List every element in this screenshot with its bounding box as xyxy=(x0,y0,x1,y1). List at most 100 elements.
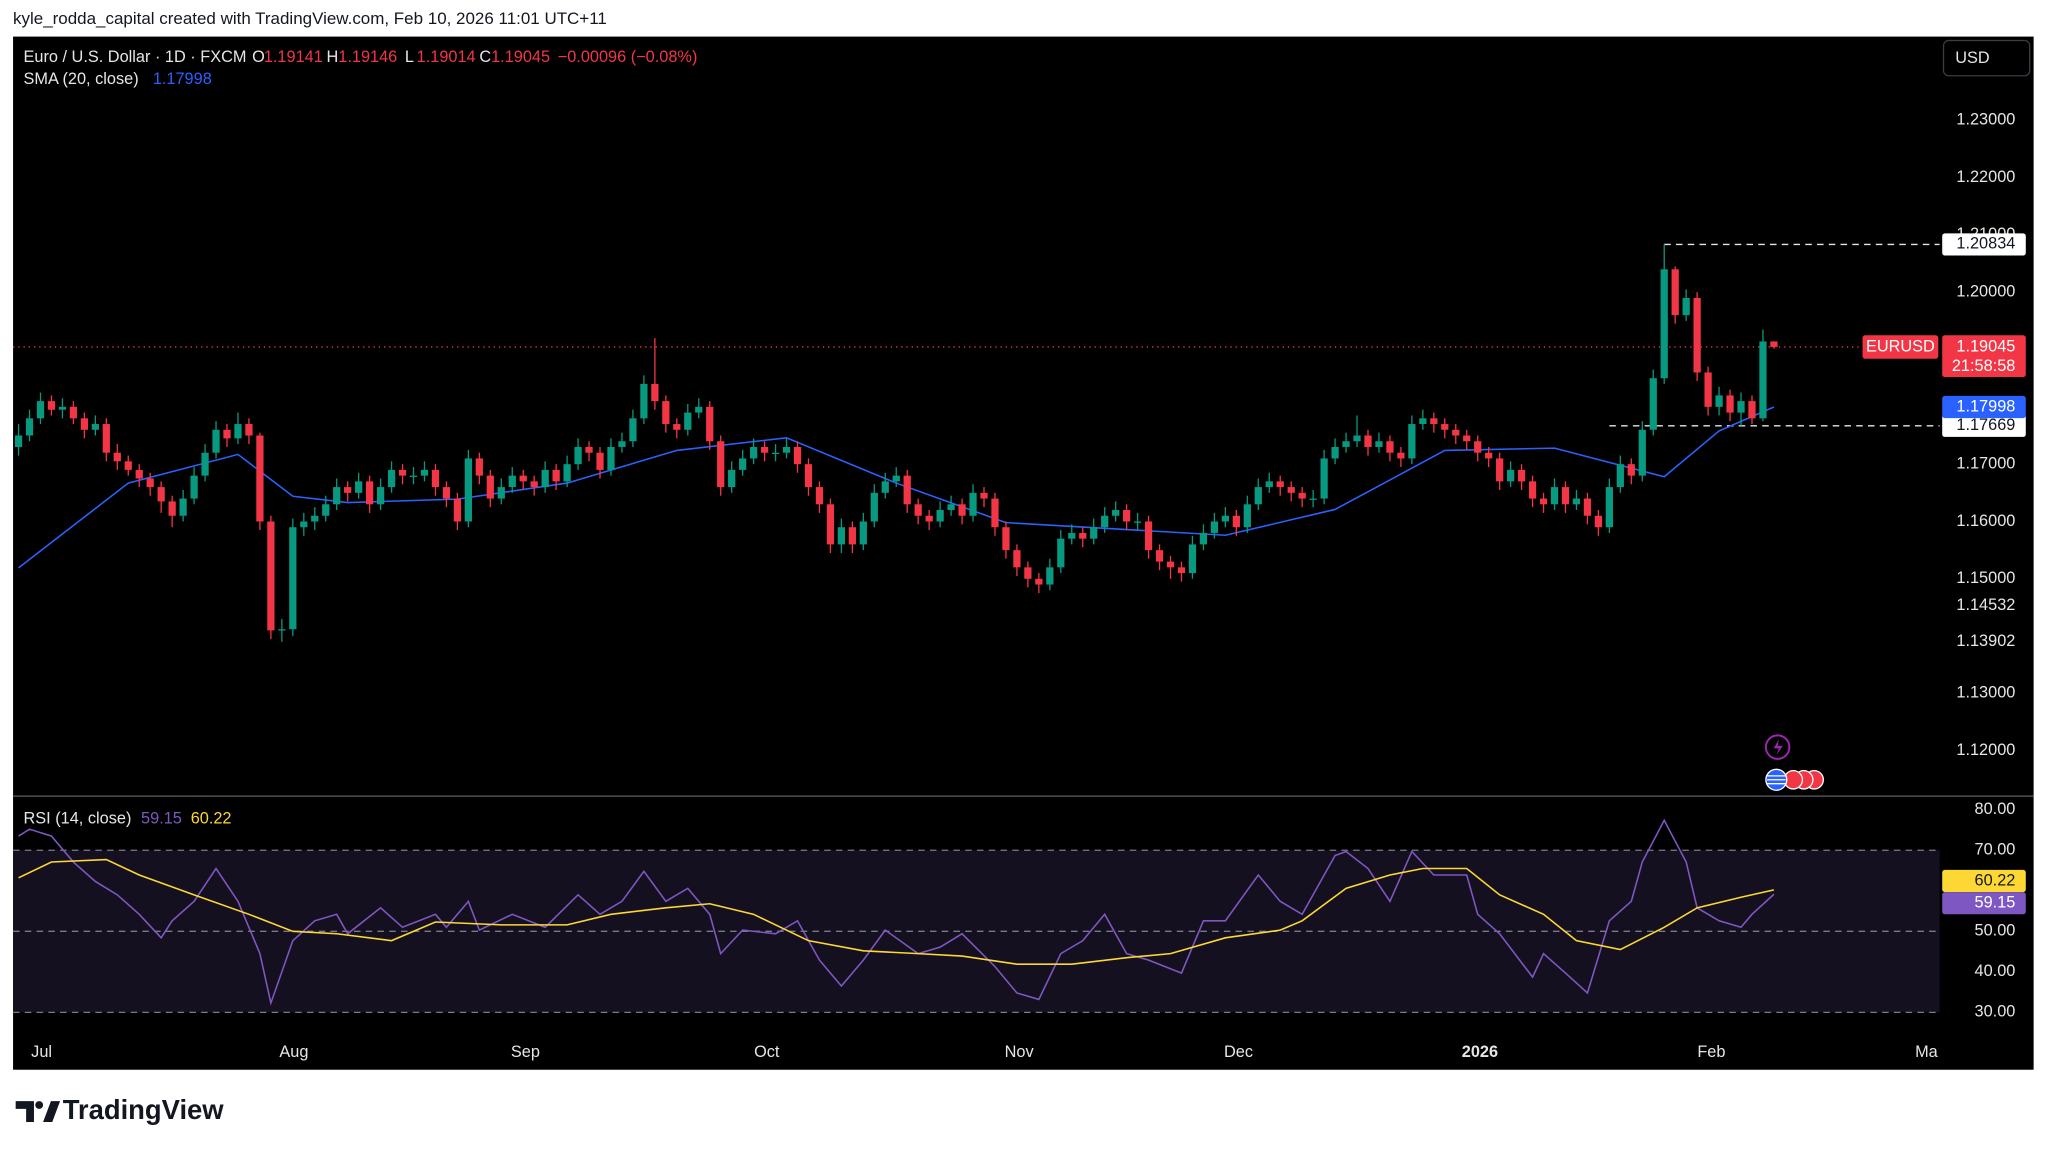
candle-body xyxy=(486,475,494,499)
candle-body xyxy=(991,498,999,528)
candle-body xyxy=(771,452,780,455)
sma-label-box xyxy=(1942,395,2026,419)
candle-body xyxy=(651,383,659,402)
x-tick-label: Feb xyxy=(1697,1043,1725,1061)
rsi-legend-value: 59.15 xyxy=(141,809,182,827)
candle-body xyxy=(541,469,549,488)
rsi-line xyxy=(18,818,1775,1006)
x-tick-label: Nov xyxy=(1005,1043,1035,1061)
economic-events[interactable] xyxy=(1765,768,1824,791)
rsi-tick-label: 50.00 xyxy=(1975,922,2016,940)
candle-body xyxy=(629,418,637,442)
sma-legend: SMA (20, close) xyxy=(24,70,139,88)
x-tick-label: Oct xyxy=(754,1043,780,1061)
event-icon-bolt xyxy=(1773,739,1783,755)
level-label-box xyxy=(1942,414,2026,437)
flag-stripes xyxy=(1767,775,1786,785)
change: −0.00096 (−0.08%) xyxy=(558,48,698,66)
rsi-value-label: 59.15 xyxy=(1975,893,2016,911)
price-label: 1.19045 xyxy=(1956,337,2015,355)
candle-body xyxy=(1485,452,1493,459)
candle-body xyxy=(311,515,319,522)
candle-body xyxy=(749,446,758,459)
currency-button[interactable] xyxy=(1942,39,2031,77)
candle-body xyxy=(300,521,308,528)
candle-body xyxy=(355,481,363,493)
symbol-label: EURUSD xyxy=(1866,337,1935,355)
candle-body xyxy=(607,446,615,470)
candle-body xyxy=(519,475,527,482)
candle-body xyxy=(453,498,462,522)
y-tick-label: 1.17000 xyxy=(1956,454,2015,472)
candle-body xyxy=(1002,527,1010,551)
candle-body xyxy=(936,510,944,522)
rsi-value-label-box xyxy=(1942,892,2026,915)
candle-body xyxy=(1090,527,1098,539)
candle-body xyxy=(1660,269,1668,379)
candle-body xyxy=(1320,458,1328,499)
candle-body xyxy=(728,469,736,488)
candle-body xyxy=(574,446,582,465)
candle-body xyxy=(958,504,966,516)
candle-body xyxy=(168,501,176,516)
candle-body xyxy=(640,383,648,419)
candle-body xyxy=(256,435,264,522)
y-tick-label: 1.12000 xyxy=(1956,741,2015,759)
level-label-box xyxy=(1942,233,2026,256)
candle-body xyxy=(1605,487,1613,528)
candle-body xyxy=(1517,469,1526,482)
candle-body xyxy=(1188,544,1197,574)
candle-body xyxy=(530,481,538,488)
brand-logo xyxy=(15,1101,61,1122)
logo-shape xyxy=(35,1101,44,1109)
x-tick-label: Ma xyxy=(1915,1043,1939,1061)
rsi-line xyxy=(18,858,1775,965)
candle-body xyxy=(47,401,56,410)
candle-body xyxy=(376,487,385,505)
x-tick-label: Dec xyxy=(1224,1043,1253,1061)
candle-body xyxy=(1068,532,1076,539)
candle-body xyxy=(739,458,747,470)
candle-body xyxy=(1715,395,1723,407)
y-tick-label: 1.13000 xyxy=(1956,684,2015,702)
candle-body xyxy=(322,504,330,516)
candle-body xyxy=(464,458,472,522)
level-label: 1.20834 xyxy=(1956,235,2015,253)
credit: kyle_rodda_capital created with TradingV… xyxy=(13,9,607,28)
candle-body xyxy=(508,475,516,488)
ohlc-letter: H xyxy=(327,48,339,66)
candle-body xyxy=(1309,498,1317,500)
candle-body xyxy=(1353,435,1361,442)
candle-body xyxy=(1528,481,1537,499)
candle-body xyxy=(245,424,253,436)
logo-shape xyxy=(43,1101,61,1122)
candle-body xyxy=(113,452,121,462)
candle-body xyxy=(387,469,396,488)
candle-body xyxy=(278,629,286,631)
candle-body xyxy=(80,418,88,430)
candle-body xyxy=(717,441,725,488)
candle-body xyxy=(135,469,143,479)
price-box xyxy=(1942,335,2026,377)
ohlc-value: 1.19141 xyxy=(264,48,323,66)
y-tick-label: 1.13902 xyxy=(1956,632,2015,650)
candle-body xyxy=(36,401,45,419)
candle-body xyxy=(1550,487,1559,505)
candle-body xyxy=(673,424,681,430)
rsi-legend: RSI (14, close) xyxy=(24,809,132,827)
candle-body xyxy=(804,464,813,488)
candle-body xyxy=(552,469,560,482)
candle-body xyxy=(1101,515,1109,528)
candle-body xyxy=(1375,441,1383,447)
candle-body xyxy=(1496,458,1504,482)
x-tick-label: Aug xyxy=(279,1043,308,1061)
ohlc-value: 1.19014 xyxy=(417,48,476,66)
ohlc-letter: O xyxy=(252,48,265,66)
candle-body xyxy=(1046,567,1054,585)
candle-body xyxy=(870,492,878,522)
rsi-value-label: 60.22 xyxy=(1975,871,2016,889)
candle-body xyxy=(267,521,275,631)
currency-label[interactable]: USD xyxy=(1955,49,1989,67)
ohlc-letter: C xyxy=(479,48,491,66)
